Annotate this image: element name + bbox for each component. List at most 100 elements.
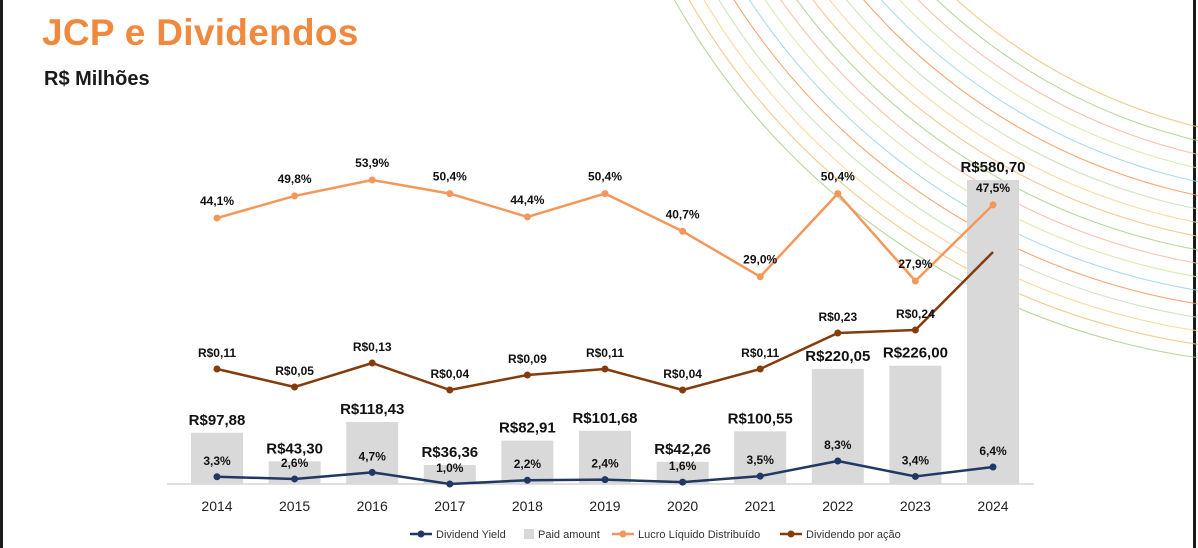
point-dividend-yield xyxy=(368,468,376,476)
point-lucro-liquido-distribuido xyxy=(679,227,687,235)
point-lucro-liquido-distribuido xyxy=(756,273,764,281)
decorative-arc xyxy=(917,0,1198,155)
point-label-dividendo-por-acao: R$0,11 xyxy=(586,346,624,360)
decorative-arc xyxy=(673,0,1198,359)
point-label-dividendo-por-acao: R$0,04 xyxy=(663,367,702,381)
point-dividend-yield xyxy=(446,480,454,488)
decorative-arc xyxy=(718,0,1198,318)
point-label-lucro-liquido-distribuido: 50,4% xyxy=(821,170,855,184)
decorative-arc xyxy=(899,0,1198,169)
point-dividendo-por-acao xyxy=(834,329,842,337)
point-label-dividendo-por-acao: R$0,23 xyxy=(818,310,857,324)
point-dividend-yield xyxy=(756,472,764,480)
point-label-lucro-liquido-distribuido: 50,4% xyxy=(588,170,622,184)
point-dividendo-por-acao xyxy=(679,386,687,394)
point-lucro-liquido-distribuido xyxy=(523,213,531,221)
point-dividendo-por-acao xyxy=(213,365,221,373)
point-label-dividend-yield: 2,2% xyxy=(514,457,542,471)
x-tick-label: 2022 xyxy=(822,498,853,514)
point-label-lucro-liquido-distribuido: 50,4% xyxy=(433,170,467,184)
bar-value-label: R$226,00 xyxy=(883,345,948,362)
bar-value-label: R$118,43 xyxy=(340,401,404,418)
point-label-dividendo-por-acao: R$0,05 xyxy=(275,364,314,378)
decorative-arc xyxy=(703,0,1198,332)
point-dividend-yield xyxy=(834,457,842,465)
bar-paid-amount xyxy=(889,365,942,484)
point-dividend-yield xyxy=(989,463,997,471)
bar-value-label: R$101,68 xyxy=(572,410,637,427)
bar-paid-amount xyxy=(811,368,864,484)
legend-marker-lucro-liquido-distribuido xyxy=(619,530,627,538)
point-label-dividend-yield: 3,4% xyxy=(902,453,930,467)
point-label-lucro-liquido-distribuido: 44,4% xyxy=(510,193,544,207)
x-tick-label: 2021 xyxy=(745,498,776,514)
decorative-arc xyxy=(846,0,1198,210)
right-frame-border xyxy=(1193,0,1196,548)
x-tick-label: 2015 xyxy=(279,498,310,514)
decorative-arc xyxy=(688,0,1198,345)
point-label-dividendo-por-acao: R$0,11 xyxy=(198,346,236,360)
point-dividendo-por-acao xyxy=(601,365,609,373)
point-dividend-yield xyxy=(601,476,609,484)
decorative-arc xyxy=(764,0,1198,278)
point-dividendo-por-acao xyxy=(291,383,299,391)
bar-paid-amount xyxy=(656,461,709,484)
point-dividendo-por-acao xyxy=(368,359,376,367)
decorative-arc xyxy=(956,0,1198,128)
bar-value-label: R$220,05 xyxy=(805,348,870,365)
x-tick-label: 2016 xyxy=(357,498,388,514)
point-label-dividend-yield: 8,3% xyxy=(824,438,852,452)
point-label-dividend-yield: 6,4% xyxy=(979,444,1007,458)
point-dividend-yield xyxy=(291,475,299,483)
x-tick-label: 2024 xyxy=(977,498,1008,514)
bar-value-label: R$42,26 xyxy=(654,441,711,458)
decorative-arc xyxy=(829,0,1198,224)
x-tick-label: 2020 xyxy=(667,498,698,514)
legend-marker-dividendo-por-acao xyxy=(787,530,795,538)
legend-marker-dividend-yield xyxy=(417,530,425,538)
decorative-arc xyxy=(796,0,1198,251)
point-label-lucro-liquido-distribuido: 49,8% xyxy=(278,172,312,186)
point-label-dividend-yield: 2,4% xyxy=(591,457,619,471)
chart-title: JCP e Dividendos xyxy=(42,12,359,53)
point-label-dividendo-por-acao: R$0,13 xyxy=(353,340,392,354)
bar-value-label: R$36,36 xyxy=(421,444,478,461)
x-tick-label: 2023 xyxy=(900,498,931,514)
decorative-arc xyxy=(936,0,1198,142)
point-dividend-yield xyxy=(523,476,531,484)
x-tick-label: 2017 xyxy=(434,498,465,514)
legend-label-dividend-yield: Dividend Yield xyxy=(436,529,506,541)
bar-paid-amount xyxy=(423,464,476,484)
point-label-dividend-yield: 1,0% xyxy=(436,461,464,475)
point-label-dividend-yield: 1,6% xyxy=(669,459,697,473)
point-label-dividendo-por-acao: R$0,09 xyxy=(508,352,547,366)
point-lucro-liquido-distribuido xyxy=(911,277,919,285)
point-label-dividend-yield: 3,5% xyxy=(747,453,775,467)
bar-value-label: R$580,70 xyxy=(960,159,1025,176)
point-label-dividendo-por-acao: R$0,24 xyxy=(896,307,935,321)
decorative-arc xyxy=(812,0,1198,237)
point-dividendo-por-acao xyxy=(446,386,454,394)
decorative-arc xyxy=(733,0,1198,305)
point-label-lucro-liquido-distribuido: 27,9% xyxy=(898,257,932,271)
point-lucro-liquido-distribuido xyxy=(834,190,842,198)
point-lucro-liquido-distribuido xyxy=(446,190,454,198)
point-dividendo-por-acao xyxy=(523,371,531,379)
point-label-lucro-liquido-distribuido: 47,5% xyxy=(976,181,1010,195)
decorative-arc xyxy=(880,0,1198,183)
chart-subtitle: R$ Milhões xyxy=(44,68,150,90)
point-dividend-yield xyxy=(911,472,919,480)
point-label-lucro-liquido-distribuido: 44,1% xyxy=(200,194,234,208)
point-label-dividend-yield: 4,7% xyxy=(359,449,387,463)
point-label-dividend-yield: 3,3% xyxy=(203,454,231,468)
bar-value-label: R$100,55 xyxy=(728,410,793,427)
point-dividend-yield xyxy=(213,473,221,481)
left-frame-border xyxy=(0,0,3,548)
point-lucro-liquido-distribuido xyxy=(213,214,221,222)
bar-value-label: R$43,30 xyxy=(266,440,323,457)
point-label-dividend-yield: 2,6% xyxy=(281,456,309,470)
point-dividend-yield xyxy=(679,478,687,486)
x-tick-label: 2014 xyxy=(201,498,232,514)
x-tick-label: 2018 xyxy=(512,498,543,514)
